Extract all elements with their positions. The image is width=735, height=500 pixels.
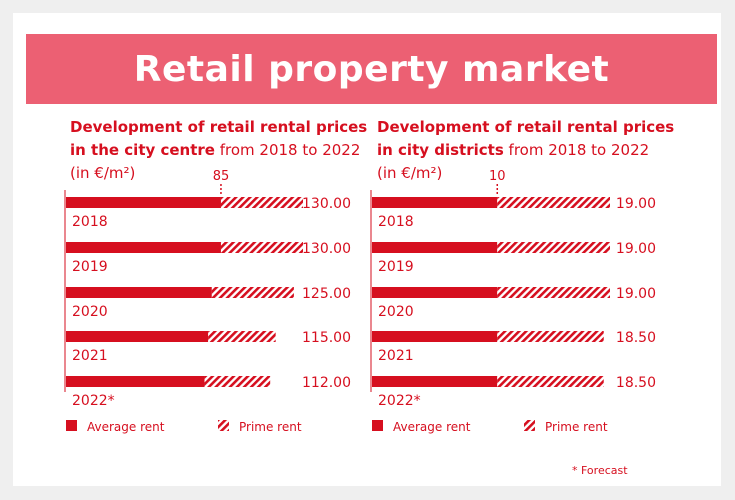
category-label: 2018 xyxy=(72,214,108,230)
category-label: 2022* xyxy=(378,393,421,409)
chart-title-line1: Development of retail rental prices xyxy=(377,118,675,136)
category-label: 2022* xyxy=(72,393,115,409)
chart-unit: (in €/m²) xyxy=(377,164,443,182)
legend-label-prime: Prime rent xyxy=(545,420,608,434)
chart-title-line2-regular: from 2018 to 2022 xyxy=(503,141,650,159)
legend-swatch-prime xyxy=(524,420,535,431)
category-label: 2019 xyxy=(72,259,108,275)
value-label: 130.00 xyxy=(302,196,351,212)
legend-label-average: Average rent xyxy=(87,420,165,434)
category-label: 2021 xyxy=(72,348,108,364)
chart-title-city-districts: Development of retail rental prices in c… xyxy=(377,116,677,185)
value-label: 115.00 xyxy=(302,330,351,346)
category-label: 2018 xyxy=(378,214,414,230)
bar-average-rent xyxy=(372,331,498,342)
legend-label-prime: Prime rent xyxy=(239,420,302,434)
legend-swatch-prime xyxy=(218,420,229,431)
bar-average-rent xyxy=(66,197,221,208)
bar-prime-rent xyxy=(497,287,610,298)
bar-prime-rent xyxy=(220,197,303,208)
bar-prime-rent xyxy=(220,242,303,253)
bar-prime-rent xyxy=(204,376,271,387)
chart-unit: (in €/m²) xyxy=(70,164,136,182)
value-label: 18.50 xyxy=(616,330,656,346)
bar-average-rent xyxy=(372,287,498,298)
value-label: 125.00 xyxy=(302,286,351,302)
legend-label-average: Average rent xyxy=(393,420,471,434)
header-banner: Retail property market xyxy=(26,34,717,104)
average-marker-label: 10 xyxy=(489,169,506,184)
chart-city-centre: 85 130.00 2018 130.00 2019 125.00 2020 115.00 20… xyxy=(64,169,351,409)
chart-title-line2-bold: in city districts xyxy=(377,141,504,159)
bar-prime-rent xyxy=(497,242,610,253)
bar-prime-rent xyxy=(208,331,276,342)
bar-average-rent xyxy=(372,197,498,208)
chart-title-line2-regular: from 2018 to 2022 xyxy=(214,141,361,159)
legend-swatch-average xyxy=(66,420,77,431)
category-label: 2020 xyxy=(378,304,414,320)
chart-title-line2-bold: in the city centre xyxy=(70,141,215,159)
value-label: 130.00 xyxy=(302,241,351,257)
chart-title-line1: Development of retail rental prices xyxy=(70,118,368,136)
footnote-forecast: * Forecast xyxy=(572,464,628,477)
value-label: 18.50 xyxy=(616,375,656,391)
bar-prime-rent xyxy=(497,197,610,208)
bar-average-rent xyxy=(66,376,205,387)
bar-average-rent xyxy=(372,376,498,387)
legend-swatch-average xyxy=(372,420,383,431)
bar-prime-rent xyxy=(497,331,604,342)
value-label: 19.00 xyxy=(616,241,656,257)
category-label: 2019 xyxy=(378,259,414,275)
chart-city-districts: 10 19.00 2018 19.00 2019 19.00 2020 18.50 2021 18… xyxy=(370,169,656,409)
category-label: 2021 xyxy=(378,348,414,364)
bar-average-rent xyxy=(372,242,498,253)
average-marker-label: 85 xyxy=(213,169,230,184)
page-title: Retail property market xyxy=(133,48,610,90)
chart-title-city-centre: Development of retail rental prices in t… xyxy=(70,116,370,185)
bar-average-rent xyxy=(66,331,209,342)
bar-prime-rent xyxy=(211,287,294,298)
legend: Average rent Prime rent Average rent Pri… xyxy=(66,420,608,434)
bar-prime-rent xyxy=(497,376,604,387)
category-label: 2020 xyxy=(72,304,108,320)
bar-average-rent xyxy=(66,242,221,253)
value-label: 19.00 xyxy=(616,286,656,302)
bar-average-rent xyxy=(66,287,212,298)
value-label: 112.00 xyxy=(302,375,351,391)
value-label: 19.00 xyxy=(616,196,656,212)
